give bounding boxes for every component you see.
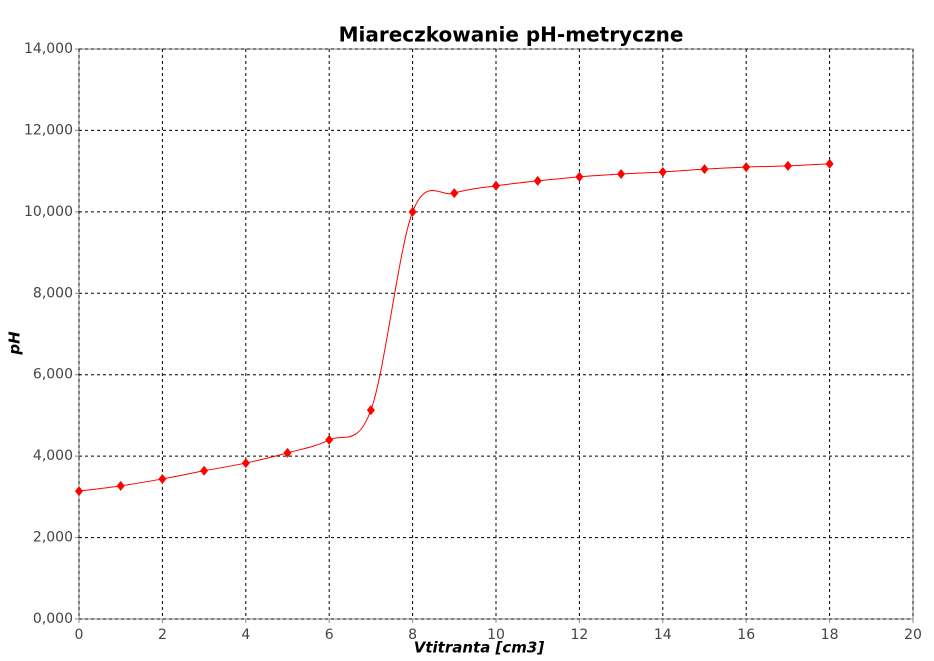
y-tick-label: 8,000 (33, 285, 73, 301)
y-axis-label: pH (6, 331, 24, 356)
y-tick-label: 2,000 (33, 530, 73, 546)
x-tick-label: 16 (737, 627, 755, 643)
x-tick-label: 14 (654, 627, 672, 643)
data-point (825, 158, 834, 169)
x-tick-label: 8 (408, 627, 417, 643)
x-tick-label: 18 (821, 627, 839, 643)
x-tick-label: 10 (487, 627, 505, 643)
data-point (200, 465, 209, 476)
data-point (492, 180, 500, 191)
data-point (533, 175, 542, 186)
chart-title: Miareczkowanie pH-metryczne (339, 23, 684, 47)
data-point (700, 164, 709, 175)
x-tick-label: 0 (75, 627, 84, 643)
data-point (116, 480, 125, 491)
data-point (575, 171, 584, 182)
data-point (75, 486, 83, 497)
x-tick-label: 12 (570, 627, 588, 643)
x-tick-label: 2 (158, 627, 167, 643)
data-point (450, 188, 459, 199)
y-tick-label: 14,000 (24, 41, 73, 57)
data-point (366, 405, 375, 416)
data-point (283, 447, 292, 458)
x-tick-label: 6 (325, 627, 334, 643)
y-tick-label: 6,000 (33, 367, 73, 383)
x-tick-label: 20 (904, 627, 922, 643)
x-axis-label: Vtitranta [cm3] (414, 639, 545, 657)
data-point (325, 434, 334, 445)
data-point (158, 473, 167, 484)
y-tick-label: 10,000 (24, 204, 73, 220)
y-tick-label: 12,000 (24, 122, 73, 138)
data-point (617, 168, 626, 179)
y-tick-label: 4,000 (33, 448, 73, 464)
data-point (742, 162, 751, 173)
x-tick-label: 4 (241, 627, 250, 643)
data-point (658, 166, 667, 177)
data-point (408, 206, 417, 217)
data-point (783, 160, 792, 171)
y-tick-label: 0,000 (33, 611, 73, 627)
data-point (241, 458, 250, 469)
